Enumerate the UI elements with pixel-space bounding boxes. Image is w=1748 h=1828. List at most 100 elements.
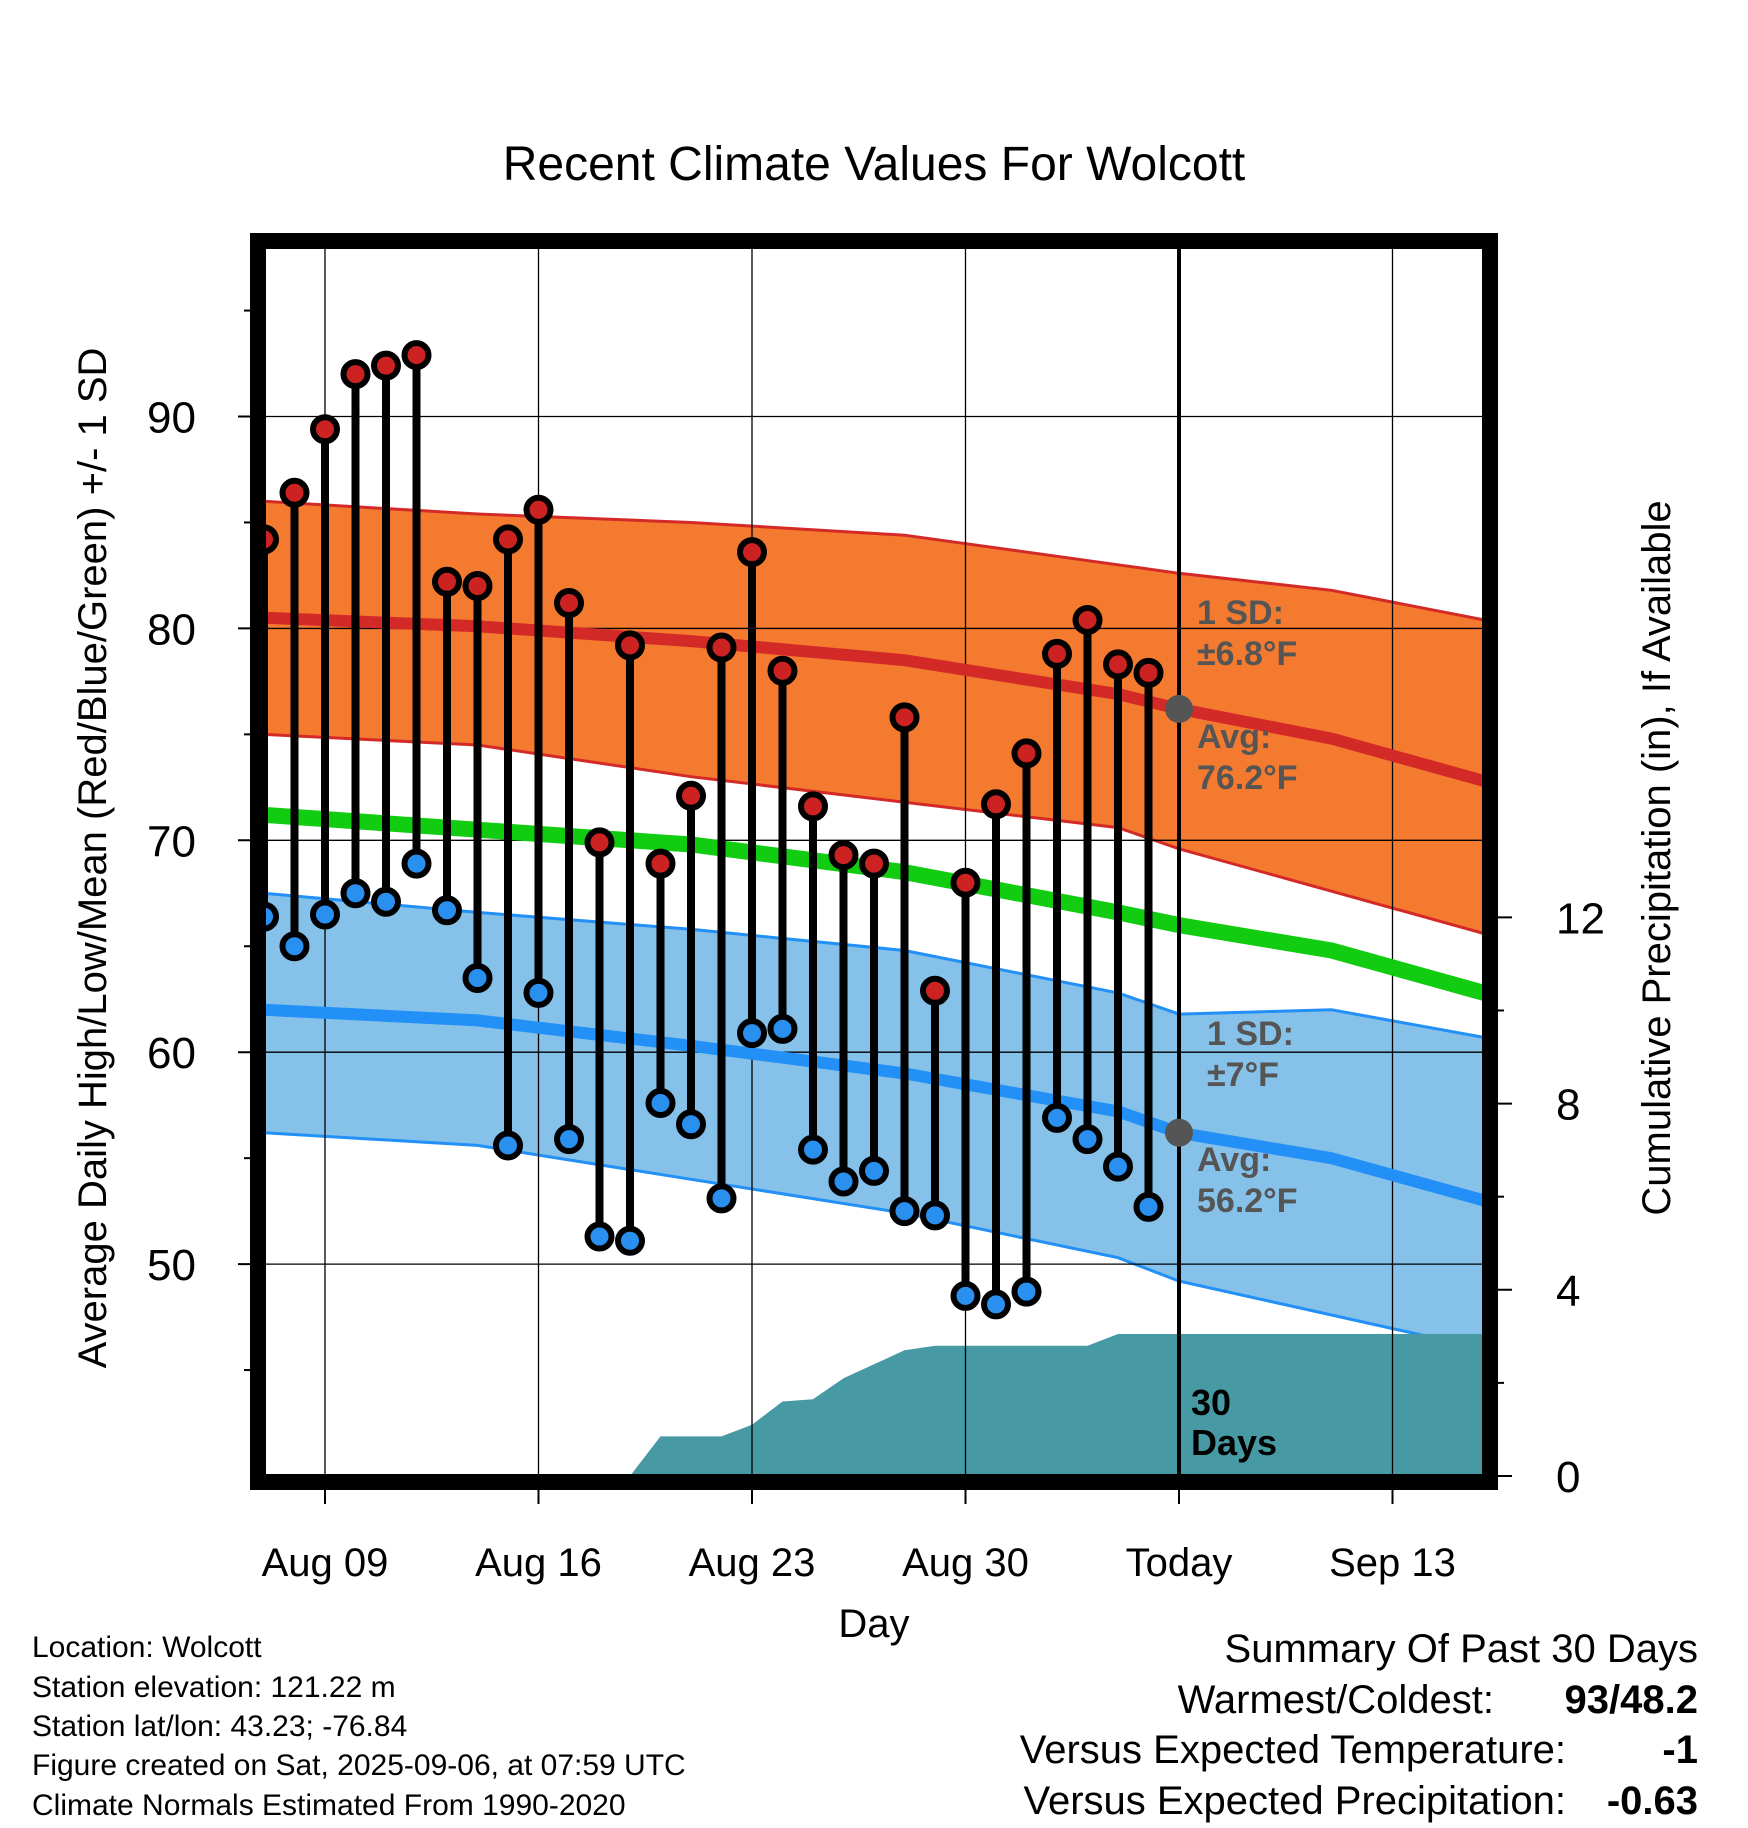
daily-low-point xyxy=(340,878,371,909)
daily-high-point xyxy=(645,848,676,879)
daily-low-point xyxy=(981,1289,1011,1320)
daily-high-point xyxy=(859,848,889,879)
y2-axis-label: Cumulative Precipitation (in), If Availa… xyxy=(1635,500,1679,1215)
daily-high-point xyxy=(264,524,279,555)
daily-high-point xyxy=(462,571,493,602)
daily-high-point xyxy=(767,655,798,686)
info-latlon: Station lat/lon: 43.23; -76.84 xyxy=(32,1710,407,1743)
daily-low-point xyxy=(493,1130,523,1161)
daily-low-point xyxy=(676,1109,706,1140)
daily-high-point xyxy=(889,702,920,733)
low-avg-label: Avg: xyxy=(1197,1141,1271,1179)
summary-precip-value: -0.63 xyxy=(1607,1779,1698,1823)
daily-high-point xyxy=(1072,604,1103,635)
station-info: Location: Wolcott Station elevation: 121… xyxy=(32,1631,686,1822)
low-avg-line xyxy=(264,1003,1484,1207)
daily-high-point xyxy=(981,789,1011,820)
days-window-label: Days xyxy=(1191,1422,1277,1463)
y-tick-label: 70 xyxy=(147,817,196,866)
y-tick-label: 80 xyxy=(147,605,196,654)
daily-low-point xyxy=(706,1183,737,1214)
x-tick-label: Sep 13 xyxy=(1329,1541,1456,1585)
daily-low-point xyxy=(371,886,401,917)
high-sd-label: 1 SD: xyxy=(1197,594,1284,632)
daily-high-point xyxy=(1011,738,1042,769)
daily-low-point xyxy=(737,1018,767,1049)
info-normals: Climate Normals Estimated From 1990-2020 xyxy=(32,1789,626,1822)
daily-high-point xyxy=(1103,649,1133,680)
y-tick-label: 50 xyxy=(147,1241,196,1290)
daily-low-point xyxy=(767,1013,798,1044)
summary-temp-label: Versus Expected Temperature: xyxy=(1020,1728,1566,1772)
info-created: Figure created on Sat, 2025-09-06, at 07… xyxy=(32,1749,686,1782)
daily-low-point xyxy=(889,1196,920,1227)
daily-low-point xyxy=(279,931,310,962)
plot-frame xyxy=(250,233,1498,1490)
daily-low-point xyxy=(798,1134,828,1165)
chart-title: Recent Climate Values For Wolcott xyxy=(503,138,1246,191)
x-tick-label: Today xyxy=(1126,1541,1233,1585)
summary-warmest-coldest-value: 93/48.2 xyxy=(1565,1678,1698,1722)
y-tick-label: 90 xyxy=(147,394,196,443)
info-location: Location: Wolcott xyxy=(32,1631,262,1664)
daily-high-point xyxy=(584,827,615,858)
daily-low-point xyxy=(523,977,554,1008)
low-sd-label: 1 SD: xyxy=(1207,1015,1294,1053)
y-tick-label: 60 xyxy=(147,1029,196,1078)
y-axis-label: Average Daily High/Low/Mean (Red/Blue/Gr… xyxy=(71,348,115,1369)
daily-high-point xyxy=(798,791,828,822)
daily-high-point xyxy=(432,566,462,597)
daily-low-point xyxy=(828,1166,859,1197)
daily-high-point xyxy=(615,630,645,661)
x-tick-label: Aug 30 xyxy=(902,1541,1029,1585)
daily-high-point xyxy=(737,537,767,568)
daily-low-point xyxy=(1072,1124,1103,1155)
summary-precip-label: Versus Expected Precipitation: xyxy=(1023,1779,1566,1823)
daily-low-point xyxy=(1133,1191,1164,1222)
summary-warmest-coldest-label: Warmest/Coldest: xyxy=(1178,1678,1494,1722)
daily-high-point xyxy=(279,477,310,508)
daily-high-point xyxy=(493,524,523,555)
summary-heading: Summary Of Past 30 Days xyxy=(1225,1627,1698,1671)
daily-low-point xyxy=(1103,1151,1133,1182)
daily-high-point xyxy=(554,587,584,618)
daily-low-point xyxy=(645,1088,676,1119)
y2-tick-label: 8 xyxy=(1556,1081,1580,1130)
daily-high-point xyxy=(310,414,340,445)
high-band-lower-edge xyxy=(264,732,1484,935)
daily-low-point xyxy=(401,848,432,879)
low-band-upper-edge xyxy=(264,891,1484,1039)
daily-high-point xyxy=(401,340,432,371)
y2-tick-label: 4 xyxy=(1556,1267,1580,1316)
high-sd-value: ±6.8°F xyxy=(1197,635,1297,673)
daily-low-point xyxy=(432,895,462,926)
daily-high-point xyxy=(1042,638,1072,669)
precip-area xyxy=(630,1334,1484,1476)
x-tick-label: Aug 16 xyxy=(475,1541,602,1585)
daily-low-point xyxy=(615,1225,645,1256)
daily-high-point xyxy=(523,494,554,525)
y2-tick-label: 0 xyxy=(1556,1453,1580,1502)
daily-low-point xyxy=(584,1221,615,1252)
daily-high-point xyxy=(706,632,737,663)
summary-panel: Summary Of Past 30 Days Warmest/Coldest:… xyxy=(1020,1627,1698,1823)
daily-high-point xyxy=(676,780,706,811)
y2-tick-label: 12 xyxy=(1556,894,1605,943)
daily-low-point xyxy=(859,1155,889,1186)
days-window-number: 30 xyxy=(1191,1382,1231,1423)
daily-high-point xyxy=(1133,657,1164,688)
summary-temp-value: -1 xyxy=(1662,1728,1698,1772)
high-avg-label: Avg: xyxy=(1197,718,1271,756)
high-avg-value: 76.2°F xyxy=(1197,759,1298,797)
daily-high-point xyxy=(828,840,859,871)
daily-high-point xyxy=(920,975,950,1006)
daily-low-point xyxy=(462,963,493,994)
daily-low-point xyxy=(554,1124,584,1155)
daily-high-point xyxy=(340,359,371,390)
today-high-avg-marker xyxy=(1165,694,1193,723)
info-elevation: Station elevation: 121.22 m xyxy=(32,1671,396,1704)
mean-line xyxy=(264,806,1484,1001)
